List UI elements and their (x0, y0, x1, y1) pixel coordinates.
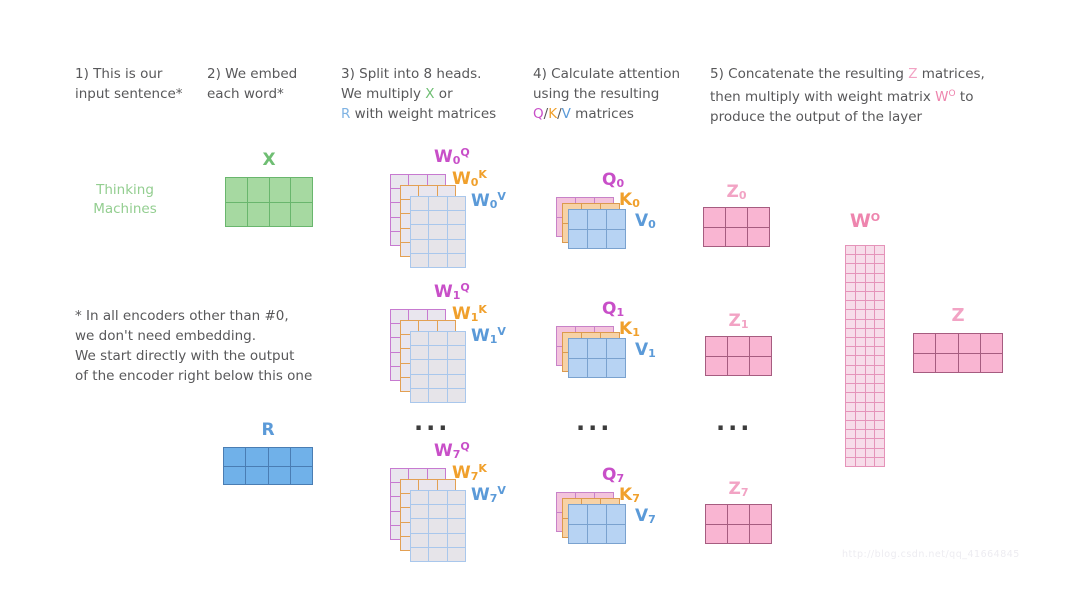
step-2-line-1: 2) We embed (207, 66, 298, 82)
v7-matrix (568, 504, 626, 544)
heads-ellipsis-z: ... (716, 408, 753, 436)
v1-label: V1 (635, 340, 656, 360)
z7-block: Z7 (705, 479, 772, 545)
w0v-label: W0V (471, 190, 506, 211)
z1-block: Z1 (705, 311, 772, 377)
wo-matrix (845, 245, 885, 467)
v7-label: V7 (635, 506, 656, 526)
z1-label: Z1 (728, 311, 749, 331)
heads-ellipsis-qkv: ... (576, 408, 613, 436)
step-4-text: 4) Calculate attention using the resulti… (533, 66, 681, 122)
w0-weight-stack: W0Q W0K W0V (390, 146, 530, 294)
k1-label: K1 (619, 319, 640, 339)
wo-matrix-label: WO (849, 210, 881, 232)
r-matrix-label: R (261, 420, 275, 440)
z-output-matrix (913, 333, 1003, 373)
q1-label: Q1 (602, 299, 625, 319)
v0-matrix (568, 209, 626, 249)
w1q-label: W1Q (434, 281, 470, 302)
k0-label: K0 (619, 190, 640, 210)
qkv7-stack: Q7 K7 V7 (556, 465, 676, 555)
w7v-label: W7V (471, 484, 506, 505)
w1v-matrix (410, 331, 466, 403)
q7-label: Q7 (602, 465, 625, 485)
w7v-matrix (410, 490, 466, 562)
step-2-line-2: each word* (207, 86, 284, 102)
k-token: K (548, 106, 558, 122)
w0k-label: W0K (452, 168, 487, 189)
wo-token: WO (935, 89, 956, 105)
z0-matrix (703, 207, 770, 247)
heads-ellipsis-weights: ... (414, 408, 451, 436)
step-1-text: 1) This is our input sentence* (75, 64, 183, 104)
step-5-text: 5) Concatenate the resulting Z matrices,… (710, 66, 985, 125)
z-output-label: Z (951, 305, 965, 326)
r-token: R (341, 106, 351, 122)
v1-matrix (568, 338, 626, 378)
w0q-label: W0Q (434, 146, 470, 167)
watermark-text: http://blog.csdn.net/qq_41664845 (842, 549, 1020, 560)
z-token: Z (908, 66, 918, 82)
q0-label: Q0 (602, 170, 625, 190)
z1-matrix (705, 336, 772, 376)
step-1-line-1: 1) This is our (75, 66, 163, 82)
z7-label: Z7 (728, 479, 749, 499)
qkv0-stack: Q0 K0 V0 (556, 170, 676, 260)
z7-matrix (705, 504, 772, 544)
w1-weight-stack: W1Q W1K W1V (390, 281, 530, 429)
v-token: V (561, 106, 571, 122)
q-token: Q (533, 106, 544, 122)
w1v-label: W1V (471, 325, 506, 346)
z0-label: Z0 (726, 182, 747, 202)
x-token: X (425, 86, 435, 102)
w7k-label: W7K (452, 462, 487, 483)
v0-label: V0 (635, 211, 656, 231)
k7-label: K7 (619, 485, 640, 505)
w7q-label: W7Q (434, 440, 470, 461)
x-matrix (225, 177, 313, 227)
x-matrix-label: X (262, 150, 276, 170)
encoder-note-text: * In all encoders other than #0, we don'… (75, 308, 313, 384)
w0v-matrix (410, 196, 466, 268)
z0-block: Z0 (703, 182, 770, 248)
input-words-label: Thinking Machines (93, 182, 157, 217)
step-1-line-2: input sentence* (75, 86, 183, 102)
w7-weight-stack: W7Q W7K W7V (390, 440, 530, 588)
w1k-label: W1K (452, 303, 487, 324)
qkv1-stack: Q1 K1 V1 (556, 299, 676, 389)
step-2-text: 2) We embed each word* (207, 64, 297, 104)
step-3-text: 3) Split into 8 heads. We multiply X or … (341, 66, 497, 122)
r-matrix (223, 447, 313, 485)
